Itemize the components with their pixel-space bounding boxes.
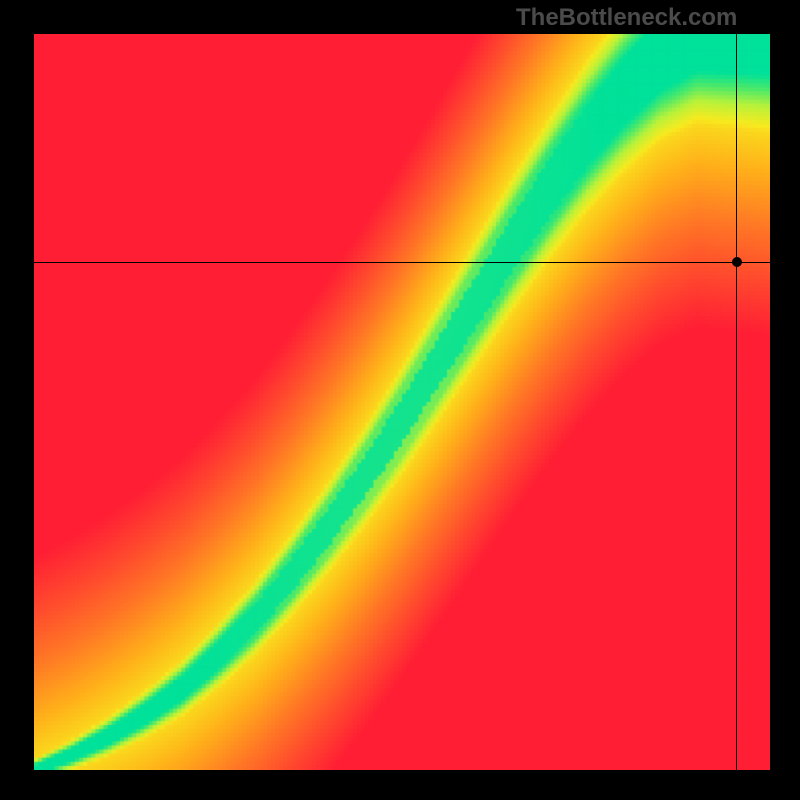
- crosshair-horizontal-line: [34, 262, 770, 263]
- bottleneck-heatmap: [34, 34, 770, 770]
- watermark-text: TheBottleneck.com: [516, 4, 737, 32]
- crosshair-vertical-line: [736, 34, 737, 770]
- crosshair-marker: [732, 257, 742, 267]
